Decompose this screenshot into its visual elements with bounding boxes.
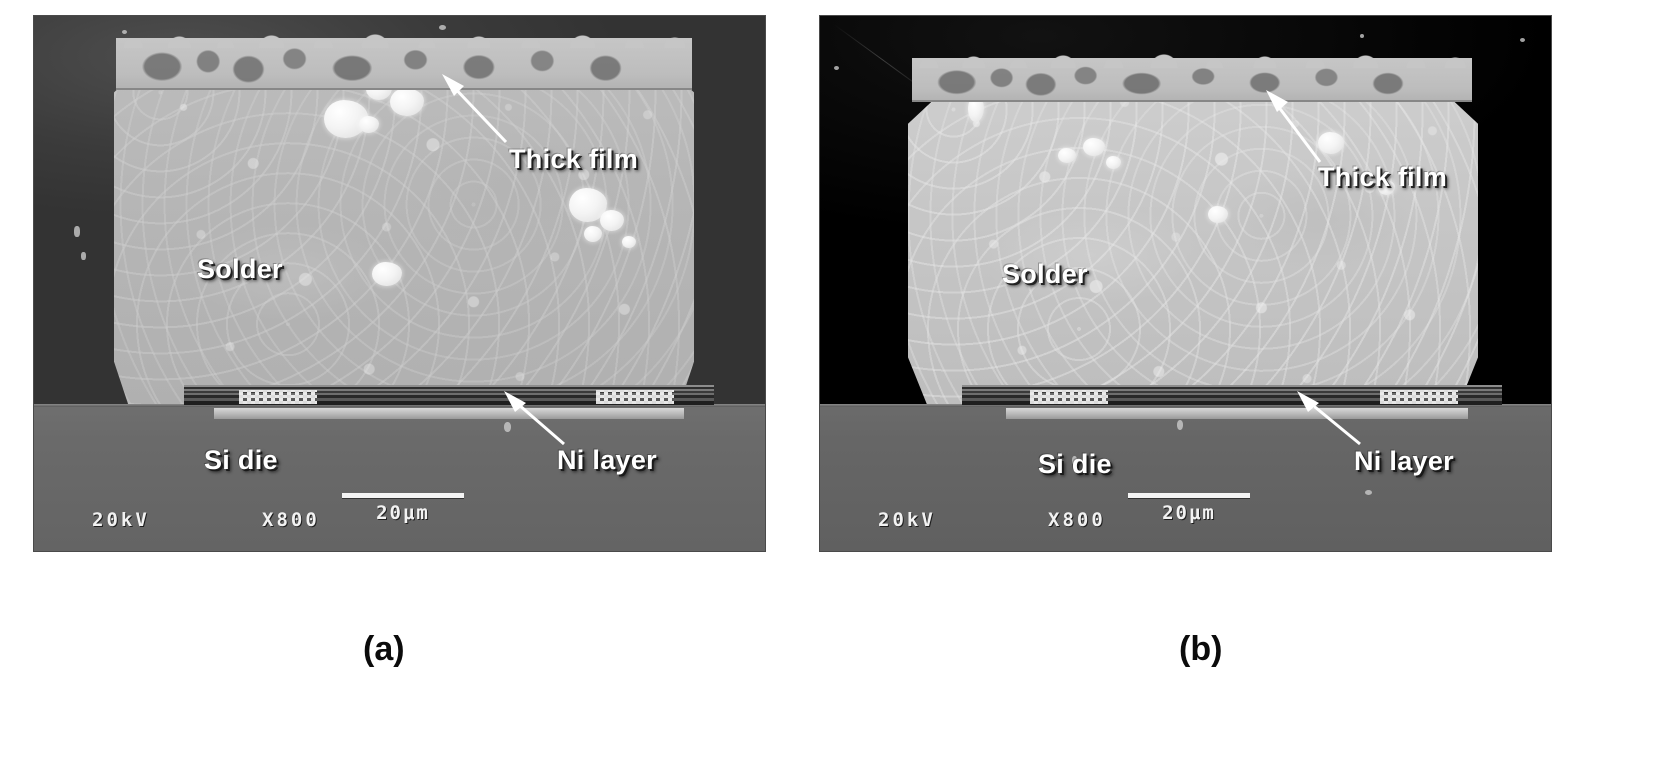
debris-speck <box>834 66 839 70</box>
databar-magnification-b: X800 <box>1048 509 1106 531</box>
precipitate-particle <box>600 210 624 231</box>
scale-bar-line <box>342 493 464 498</box>
solder-body-b <box>908 60 1478 414</box>
si-die-top-edge <box>34 404 765 408</box>
databar-magnification-a: X800 <box>262 509 320 531</box>
bump-pad-array-left <box>239 390 317 405</box>
debris-speck <box>1360 34 1364 38</box>
panel-caption-b: (b) <box>1179 630 1223 668</box>
bump-pad-array-left <box>1030 390 1108 405</box>
databar-voltage-b: 20kV <box>878 509 936 531</box>
si-die-substrate-b <box>820 385 1551 551</box>
precipitate-particle <box>1083 138 1105 156</box>
solder-body-a <box>114 40 694 414</box>
si-die-top-edge <box>820 404 1551 408</box>
annotation-ni-layer-b: Ni layer <box>1354 446 1454 476</box>
precipitate-particle <box>1318 132 1344 154</box>
precipitate-particle <box>584 226 602 242</box>
annotation-thick-film-b: Thick film <box>1318 162 1448 192</box>
scale-bar-label: 20μm <box>1162 502 1216 524</box>
precipitate-particle <box>968 96 984 122</box>
sem-panel-b: Thick film Solder Ni layer Si die 20kV X… <box>819 15 1552 552</box>
scale-bar-a: 20μm <box>342 493 464 524</box>
sem-image-a: Thick film Solder Ni layer Si die 20kV X… <box>34 16 765 551</box>
debris-speck <box>504 422 511 433</box>
ni-layer-band-a <box>214 408 684 419</box>
bump-pad-array-right <box>596 390 674 405</box>
debris-speck <box>74 226 80 237</box>
thick-film-voids <box>116 38 692 90</box>
debris-speck <box>1072 456 1077 466</box>
thick-film-baseline <box>116 88 692 90</box>
annotation-si-die-a: Si die <box>204 445 278 475</box>
debris-speck <box>1520 38 1525 42</box>
solder-microstructure-fine <box>908 60 1478 414</box>
annotation-thick-film-a: Thick film <box>509 144 639 174</box>
precipitate-particle <box>1208 206 1228 223</box>
thick-film-baseline <box>912 100 1472 102</box>
precipitate-particle <box>622 236 636 248</box>
panel-caption-a: (a) <box>363 630 405 668</box>
sem-image-b: Thick film Solder Ni layer Si die 20kV X… <box>820 16 1551 551</box>
precipitate-particle <box>1106 156 1121 169</box>
ni-layer-band-b <box>1006 408 1468 419</box>
thick-film-layer-b <box>912 50 1472 102</box>
thick-film-voids <box>912 58 1472 102</box>
scale-bar-label: 20μm <box>376 502 430 524</box>
scale-bar-line <box>1128 493 1250 498</box>
precipitate-particle <box>1058 148 1076 163</box>
databar-voltage-a: 20kV <box>92 509 150 531</box>
precipitate-particle <box>1378 180 1395 195</box>
precipitate-particle <box>359 116 379 133</box>
debris-speck <box>81 252 86 260</box>
annotation-si-die-b: Si die <box>1038 449 1112 479</box>
thick-film-layer-a <box>116 30 692 90</box>
si-die-substrate-a <box>34 385 765 551</box>
bump-pad-array-right <box>1380 390 1458 405</box>
debris-speck <box>1365 490 1372 496</box>
sem-panel-a: Thick film Solder Ni layer Si die 20kV X… <box>33 15 766 552</box>
precipitate-particle <box>390 88 424 116</box>
debris-speck <box>439 25 446 30</box>
annotation-solder-a: Solder <box>197 254 283 284</box>
annotation-solder-b: Solder <box>1002 259 1088 289</box>
precipitate-particle <box>372 262 402 286</box>
solder-microstructure <box>908 60 1478 414</box>
debris-speck <box>1177 420 1183 431</box>
scale-bar-b: 20μm <box>1128 493 1250 524</box>
annotation-ni-layer-a: Ni layer <box>557 445 657 475</box>
